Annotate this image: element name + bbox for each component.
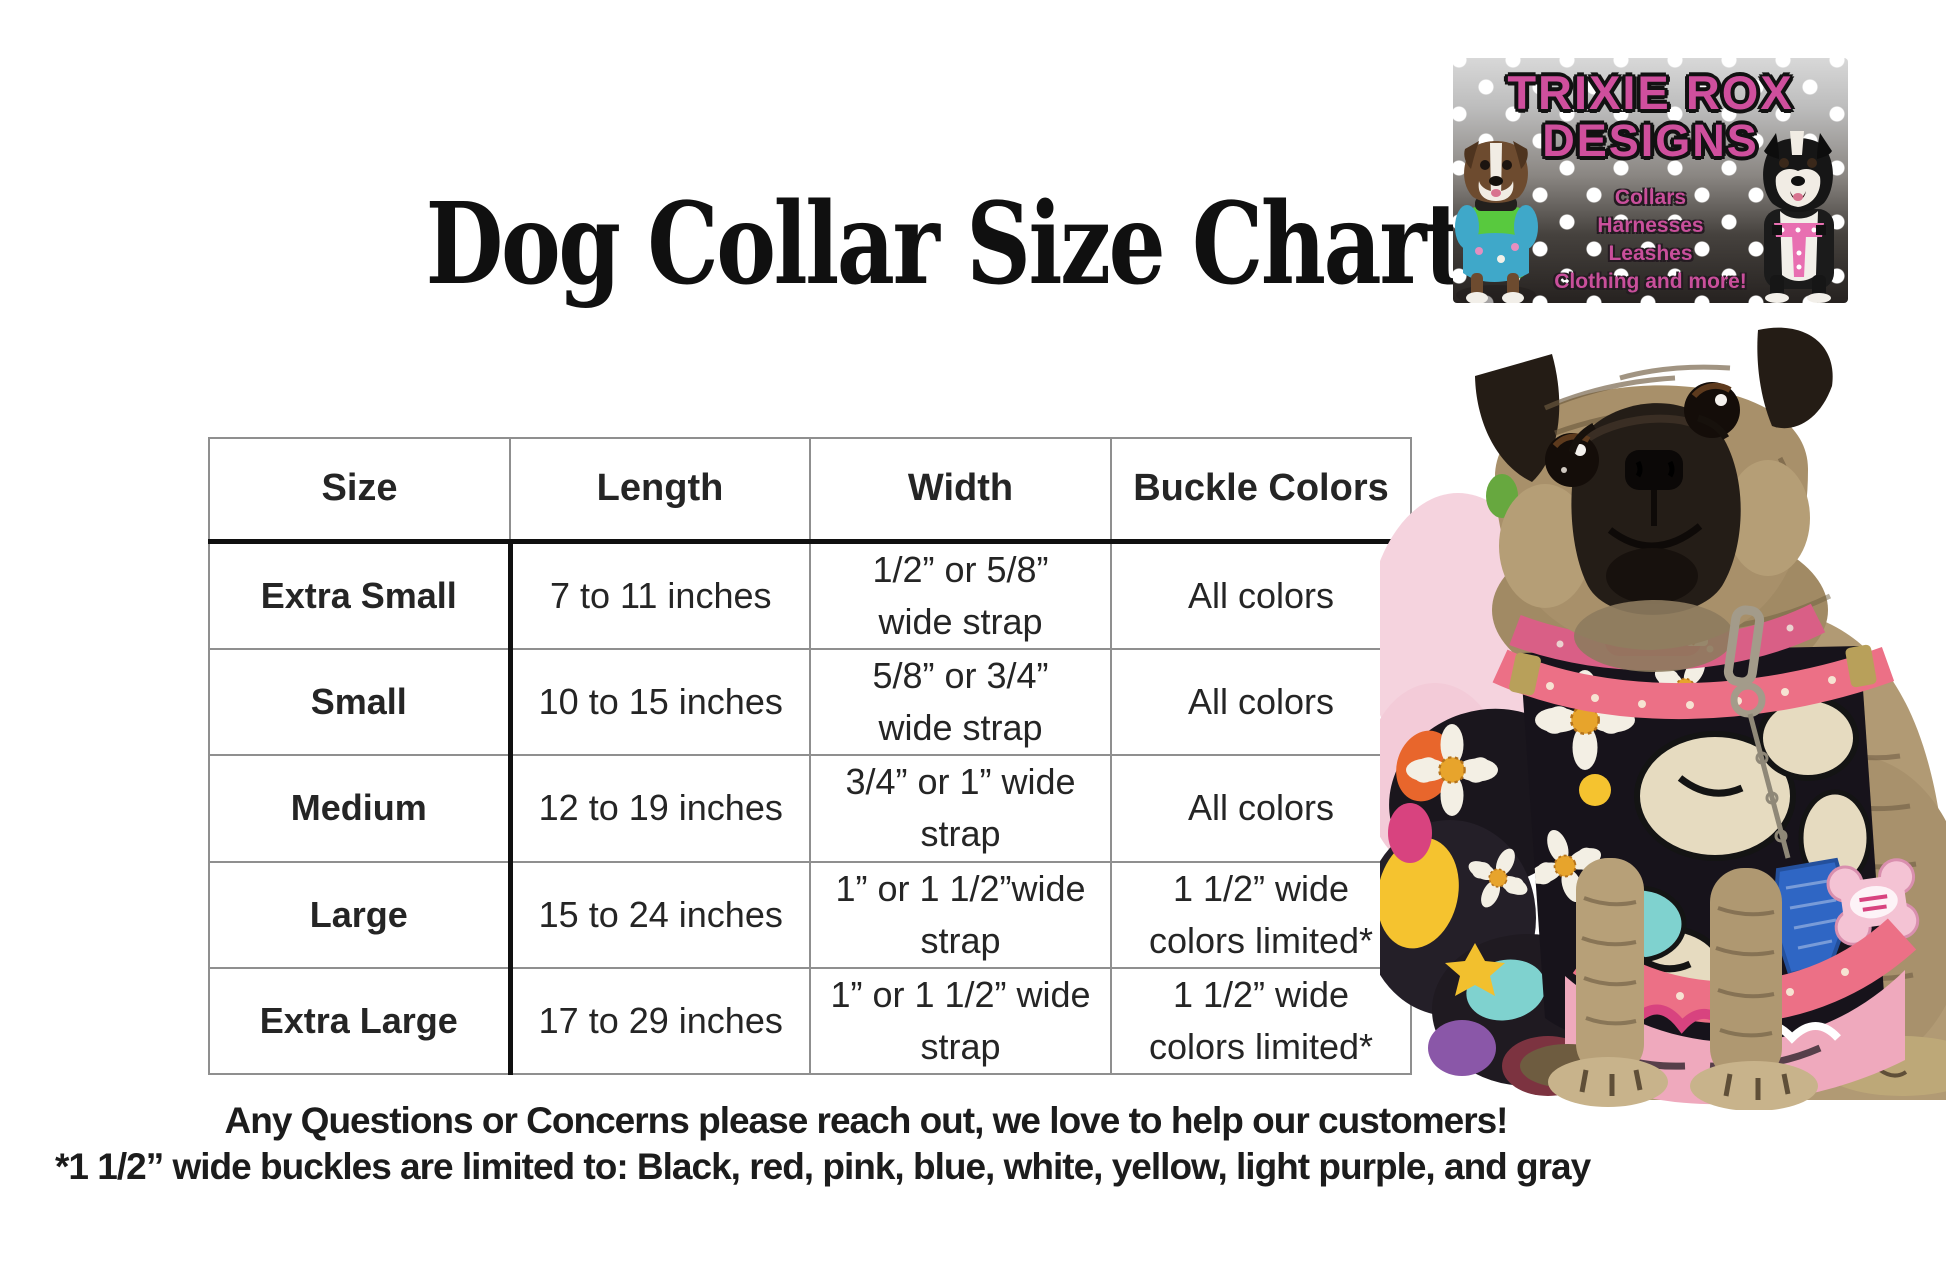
brand-name-line2: Designs [1542, 115, 1759, 166]
buckle-cell: All colors [1110, 540, 1412, 650]
logo-dog-right-photo [1763, 131, 1834, 303]
buckle-cell: 1 1/2” wide colors limited* [1110, 966, 1412, 1076]
collar-clasp [1723, 605, 1791, 859]
width-cell: 1” or 1 1/2”wide strap [809, 860, 1112, 970]
size-cell: Large [208, 860, 513, 970]
pug-head [1475, 327, 1833, 672]
size-cell: Extra Small [208, 540, 513, 650]
brand-logo: Trixie Rox Designs Collars Harnesses Lea… [1453, 58, 1848, 303]
table-row-medium: Medium 12 to 19 inches 3/4” or 1” wide s… [208, 754, 1412, 863]
footer-contact-note: Any Questions or Concerns please reach o… [224, 1100, 1509, 1141]
length-cell: 10 to 15 inches [509, 647, 811, 757]
buckle-cell: All colors [1110, 647, 1412, 757]
length-cell: 15 to 24 inches [509, 860, 811, 970]
table-row-extra-large: Extra Large 17 to 29 inches 1” or 1 1/2”… [208, 966, 1412, 1076]
table-row-small: Small 10 to 15 inches 5/8” or 3/4” wide … [208, 647, 1412, 757]
size-chart-table: Size Length Width Buckle Colors Extra Sm… [208, 437, 1412, 1076]
page-title: Dog Collar Size Chart [425, 179, 1466, 310]
brand-item-clothing: Clothing and more! [1554, 270, 1747, 293]
table-row-extra-small: Extra Small 7 to 11 inches 1/2” or 5/8” … [208, 540, 1412, 650]
brand-item-harnesses: Harnesses [1597, 214, 1704, 237]
col-header-size: Size [208, 437, 511, 544]
width-cell: 1/2” or 5/8” wide strap [809, 540, 1112, 650]
brand-text: Trixie Rox Designs [1453, 58, 1848, 166]
footer-buckle-note: *1 1/2” wide buckles are limited to: Bla… [55, 1146, 1591, 1187]
table-row-large: Large 15 to 24 inches 1” or 1 1/2”wide s… [208, 860, 1412, 970]
harness-strap-upper [1492, 644, 1895, 720]
brand-name-line1: Trixie Rox [1507, 66, 1794, 119]
size-cell: Extra Large [208, 966, 513, 1076]
width-cell: 5/8” or 3/4” wide strap [809, 647, 1112, 757]
buckle-cell: 1 1/2” wide colors limited* [1110, 860, 1412, 970]
width-cell: 1” or 1 1/2” wide strap [809, 966, 1112, 1076]
col-header-length: Length [509, 437, 811, 544]
length-cell: 7 to 11 inches [509, 540, 811, 650]
brand-product-list: Collars Harnesses Leashes Clothing and m… [1453, 184, 1848, 296]
pug-photo [1380, 327, 1946, 1110]
width-cell: 3/4” or 1” wide strap [809, 754, 1112, 863]
size-cell: Small [208, 647, 513, 757]
front-legs [1548, 858, 1818, 1110]
size-cell: Medium [208, 754, 513, 863]
brand-item-collars: Collars [1614, 186, 1687, 209]
pug-eyes [1545, 382, 1740, 487]
dog-tag-bone [1826, 858, 1920, 946]
logo-dog-left-photo [1455, 141, 1538, 303]
brand-item-leashes: Leashes [1608, 242, 1693, 265]
length-cell: 17 to 29 inches [509, 966, 811, 1076]
col-header-width: Width [809, 437, 1112, 544]
length-cell: 12 to 19 inches [509, 754, 811, 863]
buckle-cell: All colors [1110, 754, 1412, 863]
header-row: Size Length Width Buckle Colors [208, 437, 1412, 544]
col-header-buckle: Buckle Colors [1110, 437, 1412, 544]
